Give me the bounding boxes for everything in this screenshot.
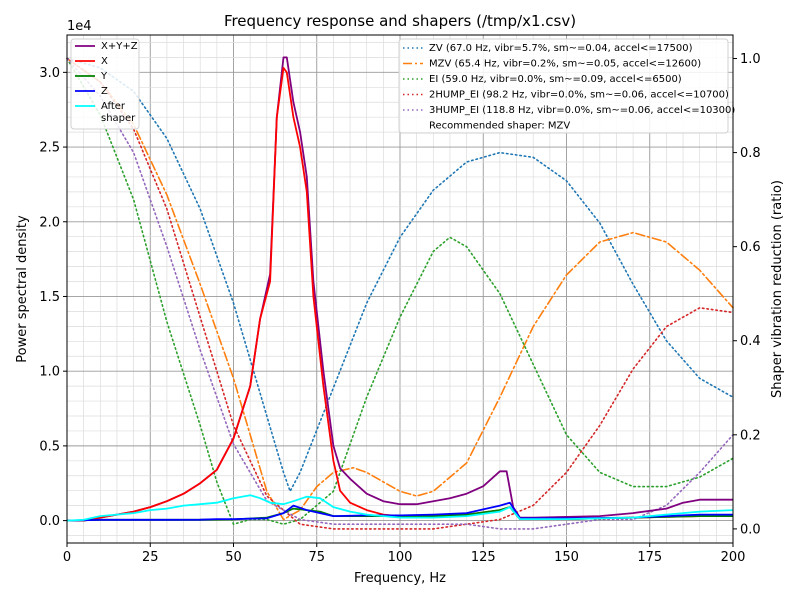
y2-tick-label: 0.0: [740, 522, 761, 537]
y-tick-label: 1.0: [39, 365, 60, 380]
series-shaper-2hump-ei: [66, 57, 734, 530]
chart-title: Frequency response and shapers (/tmp/x1.…: [224, 12, 576, 30]
legend-psd-label: Y: [100, 71, 108, 82]
series-psd-after: [66, 494, 734, 522]
y-tick-label: 3.0: [39, 66, 60, 81]
x-tick-label: 125: [471, 550, 496, 565]
y-axis-label: Power spectral density: [15, 215, 30, 363]
x-tick-label: 0: [63, 550, 71, 565]
x-tick-label: 25: [142, 550, 159, 565]
y-tick-label: 2.0: [39, 215, 60, 230]
legend-shaper-label: 2HUMP_EI (98.2 Hz, vibr=0.0%, sm~=0.06, …: [429, 90, 729, 101]
legend-shaper-label: MZV (65.4 Hz, vibr=0.2%, sm~=0.05, accel…: [429, 59, 701, 70]
y-axis-multiplier: 1e4: [67, 19, 92, 34]
legend-shapers: ZV (67.0 Hz, vibr=5.7%, sm~=0.04, accel<…: [398, 38, 735, 134]
y-tick-label: 0.5: [39, 439, 60, 454]
y2-axis-label: Shaper vibration reduction (ratio): [770, 180, 785, 398]
y2-tick-label: 1.0: [740, 52, 761, 67]
legend-shaper-label: EI (59.0 Hz, vibr=0.0%, sm~=0.09, accel<…: [429, 74, 682, 85]
recommended-shaper-note: Recommended shaper: MZV: [429, 121, 570, 132]
y2-tick-label: 0.4: [740, 334, 761, 349]
y-tick-label: 1.5: [39, 290, 60, 305]
y-tick-label: 0.0: [39, 514, 60, 529]
x-tick-label: 200: [721, 550, 746, 565]
y2-tick-label: 0.8: [740, 146, 761, 161]
legend-shaper-label: ZV (67.0 Hz, vibr=5.7%, sm~=0.04, accel<…: [429, 43, 693, 54]
series-shaper-mzv: [66, 57, 734, 521]
legend-shaper-label: 3HUMP_EI (118.8 Hz, vibr=0.0%, sm~=0.06,…: [429, 105, 735, 116]
x-tick-label: 75: [308, 550, 325, 565]
legend-psd-label: After shaper: [101, 101, 136, 124]
series-shaper-ei: [66, 57, 734, 526]
series-shaper-zv: [66, 57, 734, 494]
y-tick-label: 2.5: [39, 141, 60, 156]
ticks: 0 25 50 75 100 125 150 175 200 0.0 0.5 1.0 1.5 2.0 2.5…: [39, 52, 760, 565]
x-tick-label: 150: [554, 550, 579, 565]
legend-psd-label: X: [101, 56, 108, 67]
x-axis-label: Frequency, Hz: [354, 571, 446, 586]
series-shaper-3hump-ei: [66, 57, 734, 530]
legend-psd-label: Z: [101, 86, 108, 97]
x-tick-label: 175: [637, 550, 662, 565]
y2-tick-label: 0.2: [740, 428, 761, 443]
x-tick-label: 100: [388, 550, 413, 565]
series-layer: [66, 56, 734, 530]
legend-psd-label: X+Y+Z: [101, 41, 138, 52]
y2-tick-label: 0.6: [740, 240, 761, 255]
legend-psd: X+Y+Z XYZ After shaper: [70, 38, 140, 130]
legend-shapers-frame: [398, 38, 729, 134]
x-tick-label: 50: [225, 550, 242, 565]
